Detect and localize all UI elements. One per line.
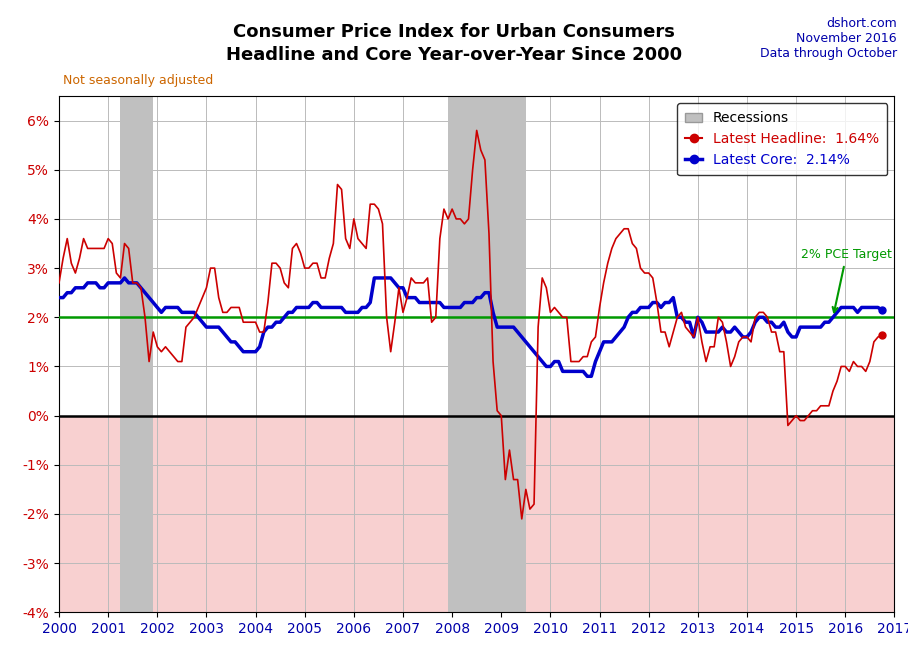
Text: Consumer Price Index for Urban Consumers: Consumer Price Index for Urban Consumers bbox=[233, 23, 675, 41]
Text: Headline and Core Year-over-Year Since 2000: Headline and Core Year-over-Year Since 2… bbox=[226, 46, 682, 64]
Bar bbox=[59, 416, 894, 612]
Bar bbox=[121, 96, 153, 612]
Text: Data through October: Data through October bbox=[760, 47, 897, 60]
Text: November 2016: November 2016 bbox=[796, 32, 897, 45]
Text: Not seasonally adjusted: Not seasonally adjusted bbox=[64, 73, 213, 87]
Text: dshort.com: dshort.com bbox=[826, 17, 897, 30]
Text: 2% PCE Target: 2% PCE Target bbox=[801, 248, 892, 312]
Legend: Recessions, Latest Headline:  1.64%, Latest Core:  2.14%: Recessions, Latest Headline: 1.64%, Late… bbox=[676, 103, 887, 175]
Bar bbox=[448, 96, 526, 612]
